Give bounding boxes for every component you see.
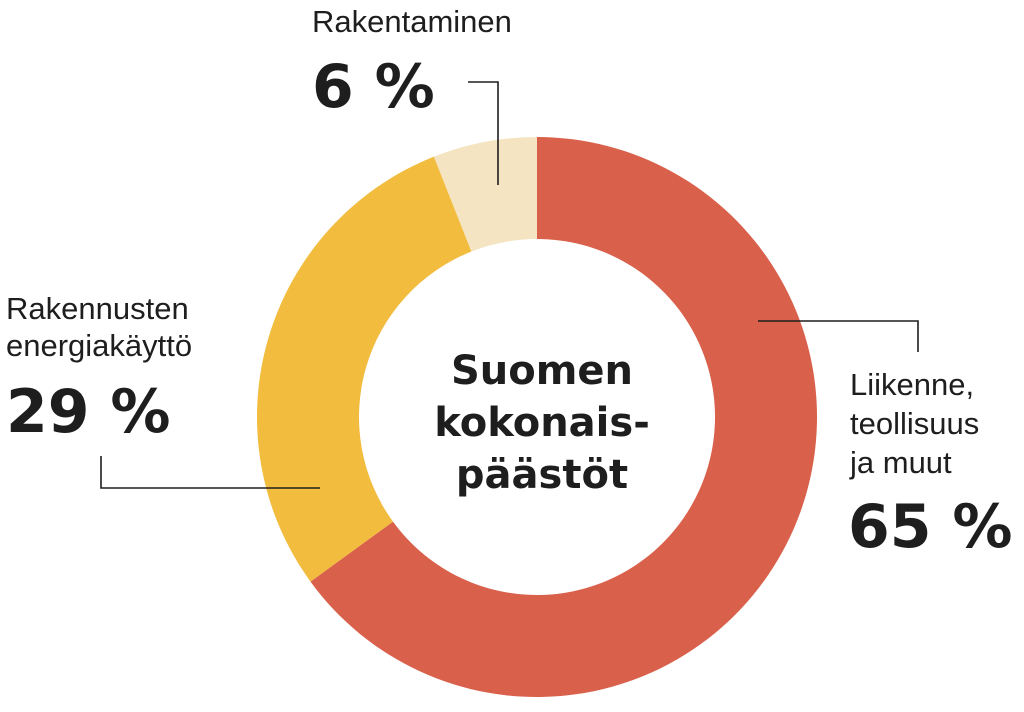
slice-value-rakentaminen: 6 % [312,52,435,122]
leader-line-rakennusten [100,456,320,489]
slice-label-rakennusten-line-1: Rakennusten [6,291,189,326]
donut-slice-liikenne [310,137,817,698]
donut-slice-rakentaminen [433,137,537,252]
slice-label-rakennusten-line-2: energiakäyttö [6,328,192,363]
center-title-line-1: Suomen [451,348,633,394]
leader-line-liikenne [758,320,919,352]
slice-value-liikenne: 65 % [848,492,1013,562]
center-title-line-2: kokonais- [434,400,650,446]
leader-line-rakentaminen [468,81,499,185]
slice-label-liikenne-line-3: ja muut [849,445,952,480]
slice-label-rakentaminen: Rakentaminen [312,4,512,39]
slice-label-liikenne-line-2: teollisuus [850,406,979,441]
center-title-line-3: päästöt [456,452,628,498]
slice-value-rakennusten: 29 % [6,377,171,447]
slice-label-liikenne-line-1: Liikenne, [850,367,974,402]
donut-slice-rakennusten [256,156,472,582]
donut-slices [256,137,817,698]
